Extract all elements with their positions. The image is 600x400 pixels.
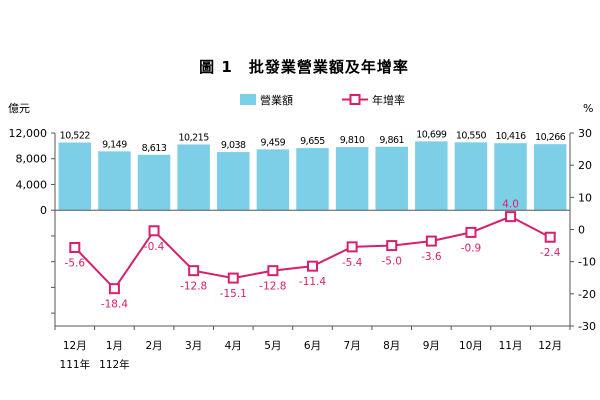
right-axis-tick-label: -30 [578,320,596,333]
growth-data-label: -11.4 [299,276,326,288]
right-axis-tick-label: -20 [578,288,596,301]
growth-data-label: -12.8 [180,281,207,293]
growth-marker [307,260,318,272]
growth-marker [188,265,200,277]
left-axis: 0 4,000 8,000 12,000 [9,127,56,326]
bar-data-label: 9,861 [379,135,404,146]
growth-data-label: -3.6 [421,251,442,263]
bar [375,146,408,211]
left-axis-tick-label: 0 [40,204,47,217]
bar-data-label: 10,266 [535,132,566,143]
growth-data-label: -18.4 [101,299,128,311]
bar [296,148,329,211]
legend-line-marker [349,94,361,105]
x-axis-tick-label: 3月 [185,340,202,352]
line-series: -5.6 -18.4 -0.4 -12.8 -15.1 -12.8 -11.4 -5.4 -5.… [65,199,561,311]
x-axis-year-label: 111年 [60,358,91,371]
bar-data-label: 9,038 [221,140,246,151]
legend: 營業額 年增率 [240,93,405,107]
bar [494,143,527,211]
bar [454,142,488,211]
bar [177,144,210,211]
bar-data-label: 10,522 [60,131,91,142]
growth-marker [425,235,437,247]
bar-data-label: 10,215 [179,132,210,143]
bar [137,154,171,211]
legend-bar-swatch [240,94,256,105]
left-axis-unit: 億元 [8,102,30,115]
bar-data-label: 9,810 [340,135,365,146]
right-axis: -30 -20 -10 0 10 20 30 [569,127,596,333]
right-axis-tick-label: -10 [578,256,596,269]
bar-series: 10,522 9,149 8,613 10,215 9,038 9,459 9,655 9,8… [58,129,567,211]
x-axis-tick-label: 4月 [225,340,242,352]
bar [415,141,448,211]
x-axis-tick-label: 10月 [459,340,483,352]
growth-marker [108,283,120,295]
x-axis-tick-label: 12月 [538,340,562,352]
right-axis-tick-label: 10 [578,191,592,204]
x-axis-tick-label: 5月 [264,340,281,352]
bar [256,149,290,211]
legend-bar-label: 營業額 [260,94,293,107]
growth-marker [465,226,477,238]
growth-data-label: -0.4 [144,241,165,253]
growth-data-label: -0.9 [461,242,482,254]
bar [533,144,567,211]
x-axis-tick-label: 9月 [423,340,440,352]
growth-data-label: -5.6 [65,258,86,270]
bar-data-label: 8,613 [142,143,167,154]
x-axis-tick-label: 12月 [63,340,87,352]
right-axis-tick-label: 0 [578,224,585,237]
x-axis-tick-label: 11月 [499,340,523,352]
x-axis-tick-label: 7月 [344,340,361,352]
bar-data-label: 10,699 [416,129,447,140]
growth-marker [505,211,517,223]
right-axis-unit: % [583,102,593,115]
growth-marker [544,231,556,243]
growth-marker [69,242,81,254]
bar [98,151,131,211]
growth-marker [267,265,279,277]
x-axis-year-label: 112年 [99,358,130,371]
bar-data-label: 9,655 [300,136,325,147]
bar-data-label: 9,459 [261,137,286,148]
bar [58,142,92,211]
growth-marker [386,240,398,252]
growth-marker [346,241,358,253]
growth-data-label: -5.0 [381,256,402,268]
right-axis-tick-label: 20 [578,159,592,172]
bar-data-label: 10,550 [456,130,487,141]
bar-data-label: 10,416 [495,131,526,142]
left-axis-tick-label: 8,000 [16,153,48,166]
bar [335,147,369,211]
x-axis-tick-label: 8月 [383,340,400,352]
growth-data-label: -5.4 [342,257,363,269]
bar-data-label: 9,149 [102,139,127,150]
growth-data-label: 4.0 [502,199,519,211]
bar [217,152,250,211]
left-axis-tick-label: 12,000 [9,127,48,140]
growth-data-label: -15.1 [220,288,247,300]
growth-data-label: -2.4 [540,247,561,259]
growth-marker [227,272,239,284]
left-axis-tick-label: 4,000 [16,178,48,191]
growth-data-label: -12.8 [259,281,286,293]
x-axis-tick-label: 2月 [145,340,162,352]
chart-title: 圖 1 批發業營業額及年增率 [199,58,409,76]
x-axis: 12月 111年 1月 112年 2月 3月 4月 5月 6月 7月 8月 9月 10月 11月 12月 [54,209,571,371]
growth-marker [148,225,160,237]
x-axis-tick-label: 1月 [106,340,123,352]
legend-line-label: 年增率 [372,93,405,107]
x-axis-tick-label: 6月 [304,340,321,352]
right-axis-tick-label: 30 [578,127,592,140]
